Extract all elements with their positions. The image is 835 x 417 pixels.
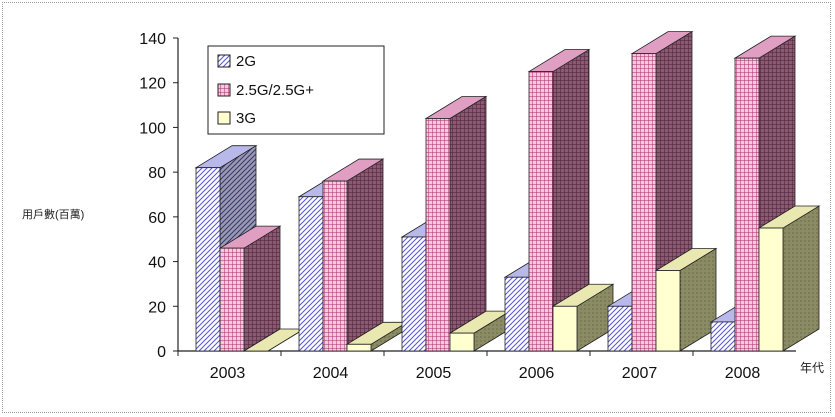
legend-swatch-2g — [217, 54, 231, 68]
x-tick-label: 2008 — [725, 365, 761, 382]
bar-25g-2005 — [424, 95, 488, 352]
x-tick-label: 2003 — [210, 365, 246, 382]
y-tick-label: 100 — [139, 120, 166, 137]
bar-3g-2007 — [654, 247, 718, 352]
x-tick-label: 2004 — [313, 365, 349, 382]
y-tick-label: 120 — [139, 76, 166, 93]
bar-3g-2008 — [757, 205, 821, 352]
y-tick-label: 140 — [139, 31, 166, 48]
axes: 0 20 40 60 80 100 120 140 2003 2004 2005 2006 2007 20… — [139, 31, 796, 382]
x-tick-label: 2007 — [622, 365, 658, 382]
x-axis-label: 年代 — [800, 361, 824, 375]
legend-swatch-25g — [217, 83, 231, 97]
x-tick-label: 2005 — [416, 365, 452, 382]
y-tick-label: 40 — [148, 255, 166, 272]
bar-3g-2005 — [448, 310, 512, 352]
chart-frame — [2, 2, 831, 413]
bars — [194, 30, 821, 352]
bar-25g-2004 — [321, 158, 385, 352]
legend: 2G 2.5G/2.5G+ 3G — [207, 45, 385, 135]
y-axis-label: 用戶數(百萬) — [22, 208, 84, 221]
bar-25g-2003 — [218, 225, 282, 352]
bar-25g-2006 — [527, 48, 591, 352]
y-tick-label: 60 — [148, 210, 166, 227]
legend-label-2g: 2G — [236, 53, 256, 70]
x-tick-label: 2006 — [519, 365, 555, 382]
legend-box — [207, 45, 385, 135]
legend-label-3g: 3G — [236, 110, 256, 127]
legend-swatch-3g — [217, 111, 231, 125]
y-tick-label: 20 — [148, 299, 166, 316]
y-tick-label: 80 — [148, 165, 166, 182]
y-tick-label: 0 — [157, 344, 166, 361]
legend-label-25g: 2.5G/2.5G+ — [236, 82, 314, 99]
